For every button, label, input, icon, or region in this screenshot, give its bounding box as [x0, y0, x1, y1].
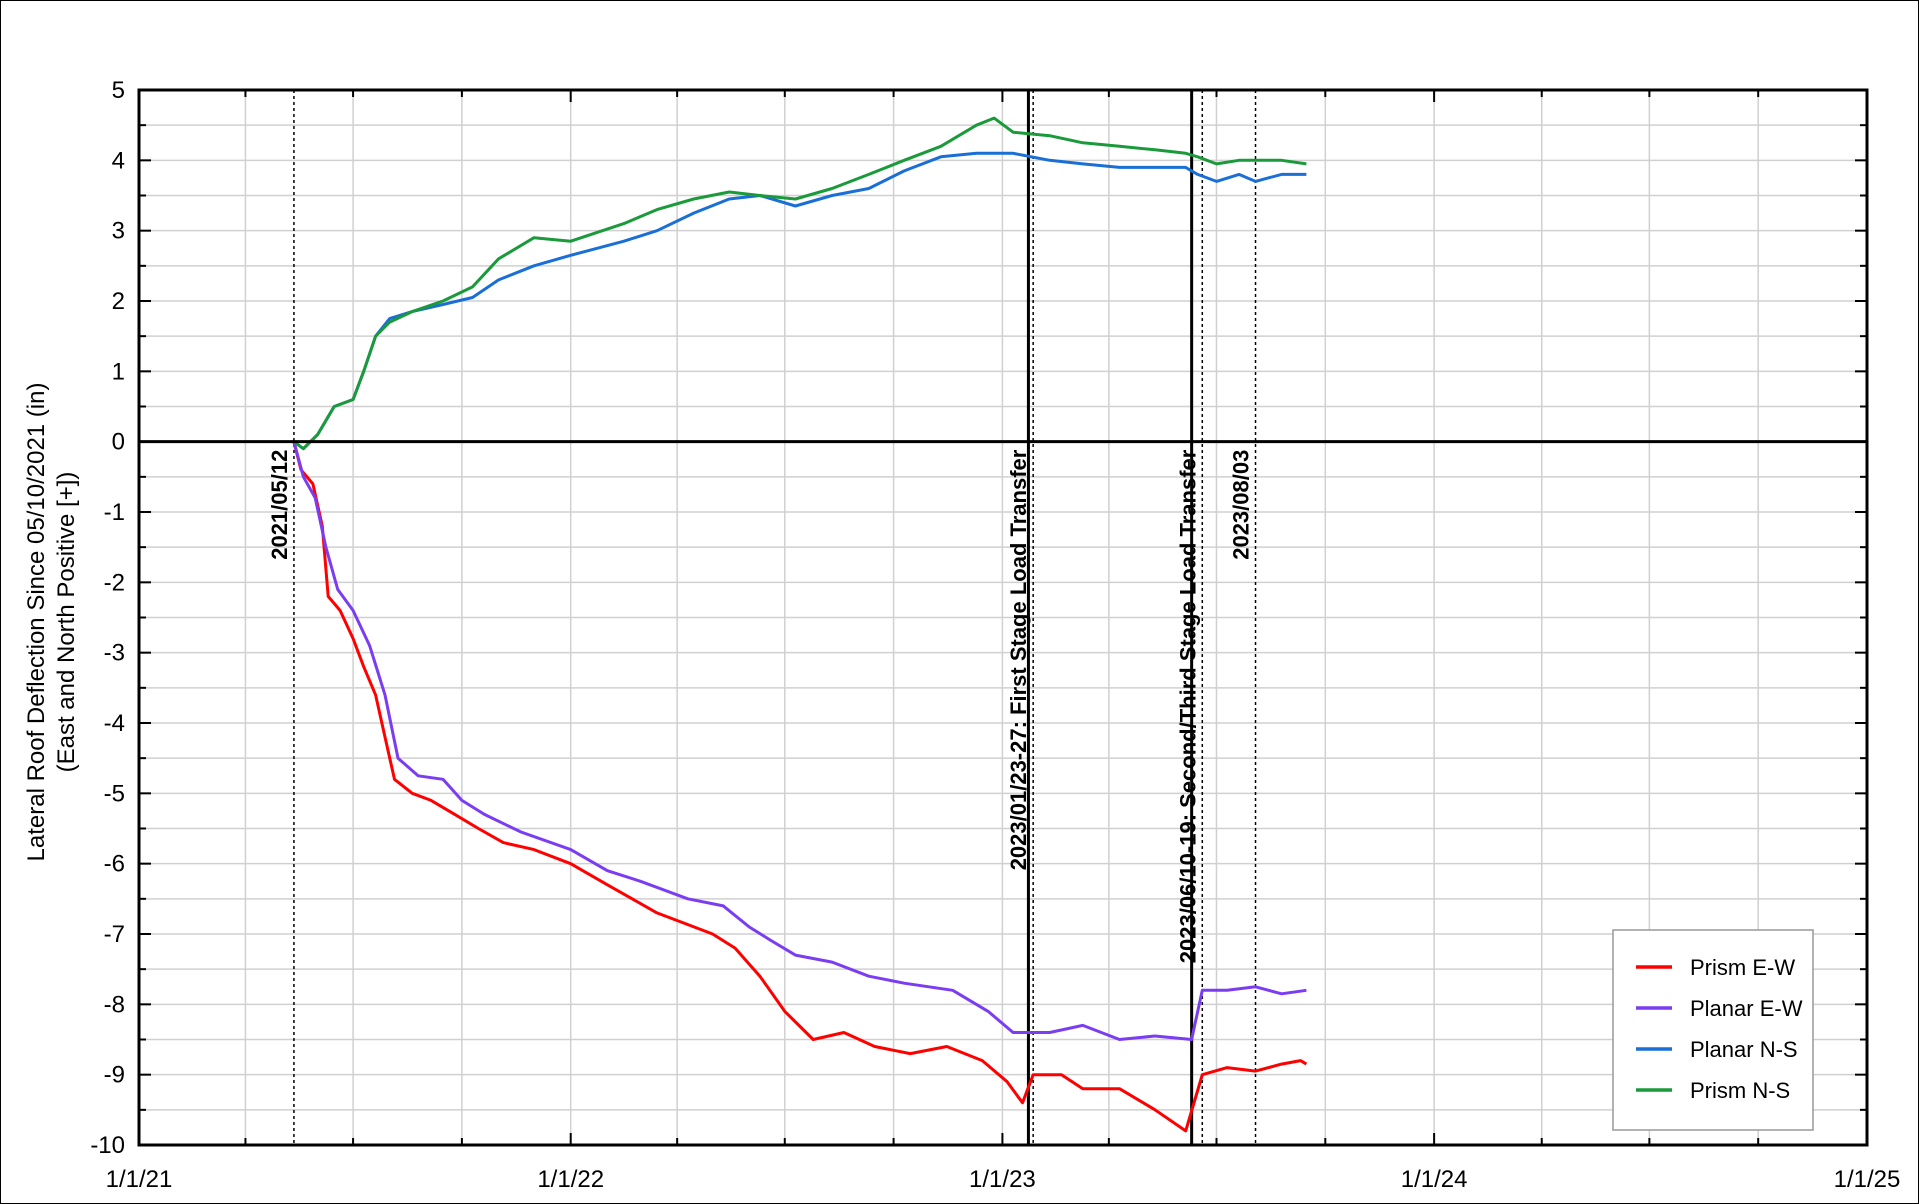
y-tick-label: -8	[104, 991, 125, 1018]
y-tick-label: 1	[112, 358, 125, 385]
annotation-label: 2023/01/23-27: First Stage Load Transfer	[1006, 449, 1031, 870]
y-tick-label: 5	[112, 77, 125, 104]
annotation-label: 2021/05/12	[267, 450, 292, 560]
y-tick-label: 0	[112, 429, 125, 456]
y-tick-label: -2	[104, 569, 125, 596]
x-tick-label: 1/1/23	[969, 1166, 1036, 1193]
series-line	[293, 116, 1307, 451]
y-tick-label: -5	[104, 780, 125, 807]
y-tick-label: -10	[90, 1132, 125, 1159]
y-tick-label: 3	[112, 218, 125, 245]
x-tick-label: 1/1/22	[537, 1166, 604, 1193]
y-tick-label: -4	[104, 710, 125, 737]
annotation-labels: 2021/05/12 2023/01/23-27: First Stage Loa…	[267, 449, 1254, 963]
legend-label: Planar E-W	[1690, 996, 1803, 1021]
legend-label: Planar N-S	[1690, 1037, 1798, 1062]
series-lines	[292, 116, 1308, 1133]
y-tick-label: 2	[112, 288, 125, 315]
y-axis-title: Lateral Roof Deflection Since 05/10/2021…	[23, 383, 80, 862]
x-tick-label: 1/1/21	[106, 1166, 173, 1193]
legend-box	[1612, 929, 1814, 1131]
axis-ticks	[138, 89, 1868, 1146]
legend-label: Prism N-S	[1690, 1078, 1790, 1103]
legend-label: Prism E-W	[1690, 955, 1795, 980]
y-tick-label: -1	[104, 499, 125, 526]
y-axis-tick-labels: 5 4 3 2 1 0 -1 -2 -3 -4 -5 -6 -7 -8 -9 -10	[90, 77, 125, 1159]
y-tick-label: -3	[104, 640, 125, 667]
legend: Prism E-W Planar E-W Planar N-S Prism N-S	[1612, 929, 1814, 1131]
annotation-label: 2023/08/03	[1229, 450, 1254, 560]
x-axis-tick-labels: 1/1/21 1/1/22 1/1/23 1/1/24 1/1/25	[106, 1166, 1901, 1193]
y-tick-label: 4	[112, 147, 125, 174]
series-line	[292, 441, 1307, 1041]
x-tick-label: 1/1/24	[1401, 1166, 1468, 1193]
series-line	[292, 441, 1308, 1133]
x-tick-label: 1/1/25	[1834, 1166, 1901, 1193]
annotation-lines	[293, 90, 1257, 1145]
annotation-label: 2023/06/10-19: Second/Third Stage Load T…	[1175, 449, 1200, 963]
y-tick-label: -9	[104, 1062, 125, 1089]
grid-lines	[139, 90, 1867, 1145]
y-axis-title-line2: (East and North Positive [+])	[53, 472, 80, 773]
y-tick-label: -6	[104, 851, 125, 878]
y-tick-label: -7	[104, 921, 125, 948]
y-axis-title-line1: Lateral Roof Deflection Since 05/10/2021…	[23, 383, 50, 862]
